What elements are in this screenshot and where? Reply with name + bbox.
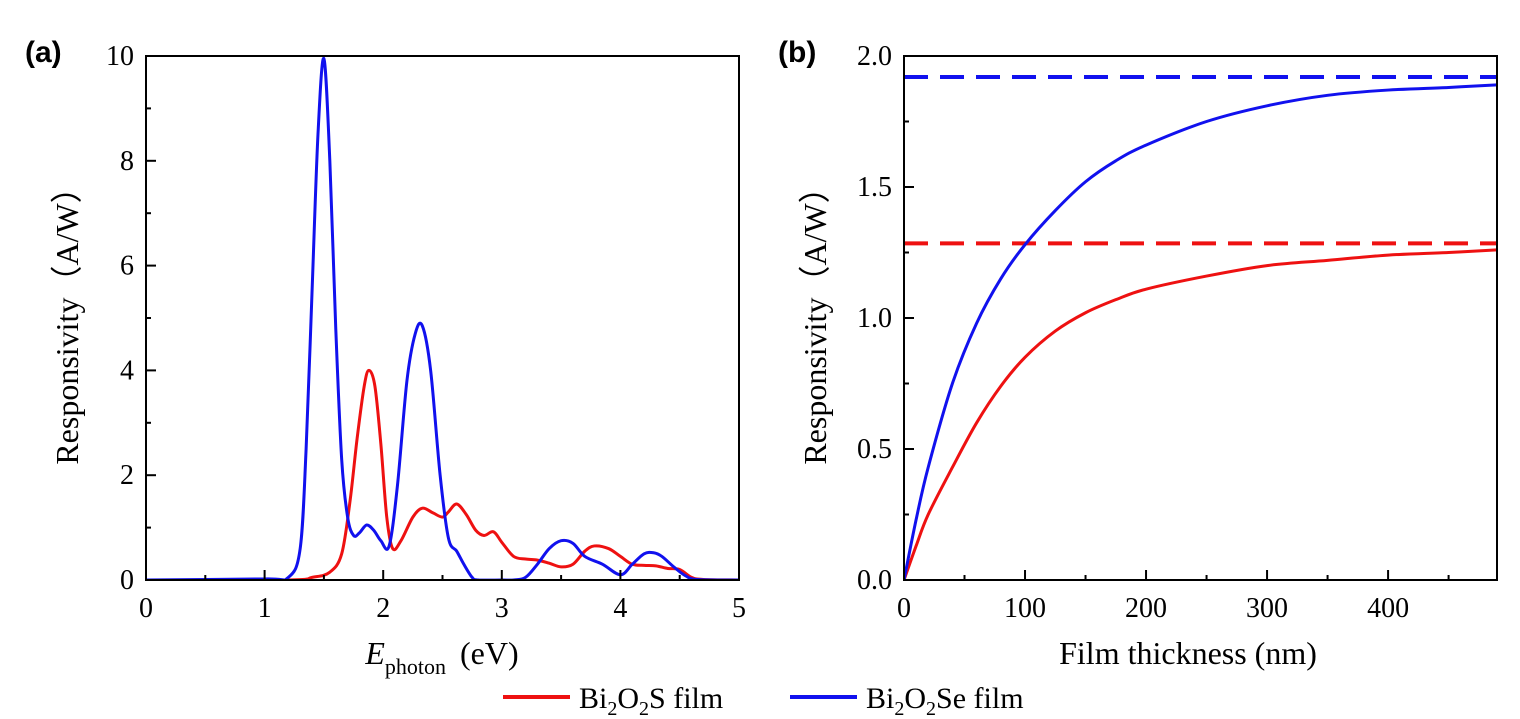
panel-a-ytick-label: 0: [120, 565, 134, 596]
panel-a-xtick-label: 2: [376, 593, 390, 624]
panel-a-plot-area: [146, 57, 739, 580]
panel-b-ticks: 0 100 200 300 400 0.0 0.5 1.0 1.5 2.0: [857, 41, 1450, 624]
panel-a-ticks: 0 1 2 3 4 5 0 2 4 6 8 10: [106, 41, 746, 624]
panel-a-label: (a): [25, 36, 62, 69]
panel-b-xtick-label: 0: [897, 593, 911, 624]
legend: Bi2O2S film Bi2O2Se film: [503, 682, 1024, 719]
panel-b-plot-area: [904, 74, 1497, 580]
panel-b-xtick-label: 300: [1246, 593, 1288, 624]
panel-b-ytick-label: 2.0: [857, 41, 892, 72]
panel-b-xtick-label: 100: [1004, 593, 1046, 624]
panel-a-ytick-label: 8: [120, 146, 134, 177]
panel-a-ylabel: Responsivity（A/W）: [49, 171, 85, 464]
legend-label-bi2o2se: Bi2O2Se film: [866, 682, 1024, 719]
panel-a-series-bi2o2s: [146, 368, 739, 580]
panel-a-xlabel-subscript: photon: [385, 654, 446, 679]
panel-b-ytick-label: 1.0: [857, 303, 892, 334]
panel-a-ytick-label: 10: [106, 41, 134, 72]
panel-b-series-bi2o2se: [904, 83, 1497, 580]
panel-b-xtick-label: 200: [1125, 593, 1167, 624]
legend-item-bi2o2s: Bi2O2S film: [503, 682, 723, 719]
panel-a-xtick-label: 0: [139, 593, 153, 624]
panel-a-ytick-label: 4: [120, 355, 134, 386]
panel-a-ytick-label: 6: [120, 251, 134, 282]
panel-b-frame: [903, 55, 1498, 581]
panel-b-ytick-label: 1.5: [857, 172, 892, 203]
panel-b-series-bi2o2s: [904, 248, 1497, 580]
panel-b: (b) 0 100 200 300 400 0.0 0.5 1.0 1.5 2.0 Respons…: [778, 36, 1498, 671]
legend-label-bi2o2s: Bi2O2S film: [579, 682, 723, 719]
panel-a-ytick-label: 2: [120, 460, 134, 491]
panel-b-ylabel: Responsivity（A/W）: [797, 171, 833, 464]
panel-b-xlabel: Film thickness (nm): [1059, 635, 1317, 671]
panel-a: (a) 0 1 2 3 4 5 0 2 4 6 8 10 Responsivity（A/W） Epho…: [25, 36, 746, 679]
panel-a-xlabel-unit: (eV): [460, 635, 519, 671]
panel-b-label: (b): [778, 36, 816, 69]
panel-a-xtick-label: 3: [495, 593, 509, 624]
legend-item-bi2o2se: Bi2O2Se film: [790, 682, 1024, 719]
panel-a-xlabel: Ephoton (eV): [364, 635, 518, 679]
panel-a-xtick-label: 5: [732, 593, 746, 624]
panel-b-xtick-label: 400: [1367, 593, 1409, 624]
panel-a-xtick-label: 4: [613, 593, 627, 624]
panel-a-xlabel-symbol: E: [364, 635, 385, 671]
panel-b-ytick-label: 0.0: [857, 565, 892, 596]
panel-b-ytick-label: 0.5: [857, 434, 892, 465]
panel-a-series-bi2o2se: [146, 57, 739, 580]
panel-a-xtick-label: 1: [258, 593, 272, 624]
